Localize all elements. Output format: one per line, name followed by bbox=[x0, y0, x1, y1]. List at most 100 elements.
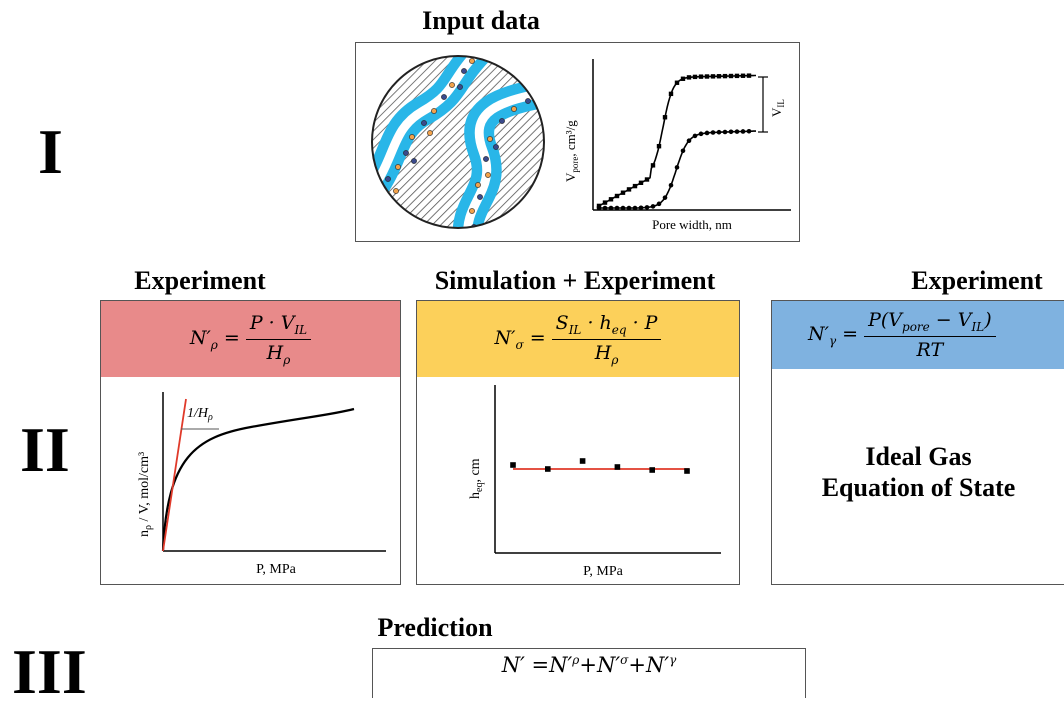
panel-1-heading: Experiment bbox=[134, 266, 266, 295]
molecule-dot bbox=[537, 92, 543, 98]
pore-plot-point bbox=[686, 138, 692, 144]
molecule-dot bbox=[477, 194, 483, 200]
pore-plot-point bbox=[710, 130, 716, 135]
upper-branch-curve bbox=[596, 74, 756, 208]
pore-plot-point bbox=[680, 76, 686, 81]
molecule-dot bbox=[411, 158, 417, 164]
pore-plot-point bbox=[656, 144, 662, 149]
heq-point bbox=[510, 462, 516, 468]
pore-plot-point bbox=[728, 129, 734, 135]
pore-plot-point bbox=[602, 200, 608, 205]
heq-point bbox=[579, 458, 586, 464]
molecule-dot bbox=[483, 156, 489, 162]
lower-branch-points bbox=[596, 128, 752, 211]
simulation-formula: N′σ = SIL · heq · P Hρ bbox=[495, 312, 662, 366]
pore-plot-point bbox=[740, 129, 746, 134]
pore-plot-point bbox=[746, 128, 752, 134]
pore-plot-point bbox=[704, 130, 710, 136]
pore-plot-point bbox=[638, 180, 644, 185]
pore-plot-point bbox=[662, 115, 668, 120]
molecule-dot bbox=[461, 68, 467, 74]
molecule-dot bbox=[493, 144, 499, 150]
input-data-title: Input data bbox=[422, 6, 540, 35]
pore-plot-point bbox=[650, 204, 656, 209]
molecule-dot bbox=[511, 106, 517, 112]
heq-plot-ylabel: heq, cm bbox=[468, 458, 485, 499]
molecule-dot bbox=[499, 118, 505, 124]
molecule-dot bbox=[431, 108, 437, 114]
molecule-dot bbox=[525, 98, 531, 104]
molecule-dot bbox=[485, 172, 491, 178]
pore-plot-point bbox=[626, 187, 632, 192]
pore-plot-point bbox=[728, 73, 734, 79]
pore-plot-point bbox=[716, 74, 722, 79]
molecule-dot bbox=[427, 130, 433, 136]
pore-plot-point bbox=[722, 73, 728, 79]
pore-plot-point bbox=[614, 205, 620, 211]
heq-points bbox=[510, 458, 690, 474]
pore-plot-point bbox=[698, 131, 704, 137]
molecule-dot bbox=[409, 134, 415, 140]
pore-plot-point bbox=[614, 193, 620, 199]
pore-plot-point bbox=[746, 73, 752, 78]
pore-plot-point bbox=[686, 75, 692, 80]
heq-plot-xlabel: P, MPa bbox=[583, 564, 623, 579]
pore-plot-point bbox=[632, 205, 638, 211]
pore-plot-point bbox=[734, 73, 740, 79]
ideal-gas-text: Ideal Gas Equation of State bbox=[772, 441, 1064, 503]
panel-2-heading: Simulation + Experiment bbox=[434, 266, 716, 295]
molecule-dot bbox=[487, 136, 493, 142]
adsorption-isotherm-curve bbox=[161, 407, 355, 552]
ideal-gas-formula: N′γ = P(Vpore − VIL) RT bbox=[808, 309, 996, 361]
panel-3-heading: Experiment bbox=[911, 266, 1043, 295]
pore-plot-point bbox=[632, 183, 638, 189]
heq-plot: heq, cm P, MPa bbox=[468, 385, 721, 579]
pore-plot-point bbox=[662, 195, 668, 200]
pore-plot-point bbox=[698, 74, 704, 79]
pore-plot-point bbox=[602, 205, 608, 211]
upper-branch-points bbox=[596, 73, 752, 209]
pore-plot-xlabel: Pore width, nm bbox=[652, 217, 732, 232]
molecule-dot bbox=[395, 164, 401, 170]
pore-plot-ylabel: Vpore, cm³/g bbox=[563, 120, 580, 182]
molecule-dot bbox=[469, 58, 475, 64]
henry-tangent-line bbox=[162, 398, 187, 552]
pore-plot-point bbox=[656, 201, 662, 207]
pore-plot-point bbox=[692, 133, 698, 139]
pore-plot-point bbox=[596, 205, 602, 211]
heq-point bbox=[614, 464, 621, 470]
pore-plot-point bbox=[608, 197, 614, 202]
pore-plot-point bbox=[734, 129, 740, 134]
pore-plot-point bbox=[674, 165, 680, 170]
molecule-dot bbox=[385, 176, 391, 182]
pore-volume-plot: Vpore, cm³/g Pore width, nm VIL bbox=[563, 59, 791, 232]
pore-plot-point bbox=[692, 74, 698, 80]
pore-illustration bbox=[371, 55, 545, 229]
experiment-henry-panel: N′ρ = P · VIL Hρ 1/Hρ nρ / V, mol/cm³ P,… bbox=[100, 300, 401, 585]
henry-formula: N′ρ = P · VIL Hρ bbox=[190, 312, 312, 366]
pore-plot-point bbox=[620, 190, 626, 195]
pore-plot-point bbox=[710, 74, 716, 79]
heq-point bbox=[545, 466, 551, 472]
molecule-dot bbox=[449, 82, 455, 88]
prediction-title: Prediction bbox=[377, 613, 493, 642]
ideal-gas-line2: Equation of State bbox=[821, 473, 1016, 503]
stage-label-three: III bbox=[12, 636, 87, 707]
svg-text:VIL: VIL bbox=[769, 99, 786, 117]
stage-label-two: II bbox=[20, 414, 70, 485]
molecule-dot bbox=[457, 84, 463, 90]
molecule-dot bbox=[475, 182, 481, 188]
molecule-dot bbox=[469, 208, 475, 214]
henry-plot-xlabel: P, MPa bbox=[256, 562, 296, 577]
heq-point bbox=[684, 468, 690, 474]
pore-plot-point bbox=[740, 73, 746, 78]
heq-point bbox=[649, 467, 655, 473]
molecule-dot bbox=[421, 120, 427, 126]
simulation-formula-band: N′σ = SIL · heq · P Hρ bbox=[417, 301, 739, 377]
molecule-dot bbox=[403, 150, 409, 156]
prediction-panel: N′ = N′ ρ + N′ σ + N′ γ bbox=[372, 648, 806, 698]
henry-plot-ylabel: nρ / V, mol/cm³ bbox=[137, 452, 154, 537]
molecule-dot bbox=[441, 94, 447, 100]
input-data-panel: Vpore, cm³/g Pore width, nm VIL bbox=[355, 42, 800, 242]
vil-bracket: VIL bbox=[758, 76, 786, 133]
